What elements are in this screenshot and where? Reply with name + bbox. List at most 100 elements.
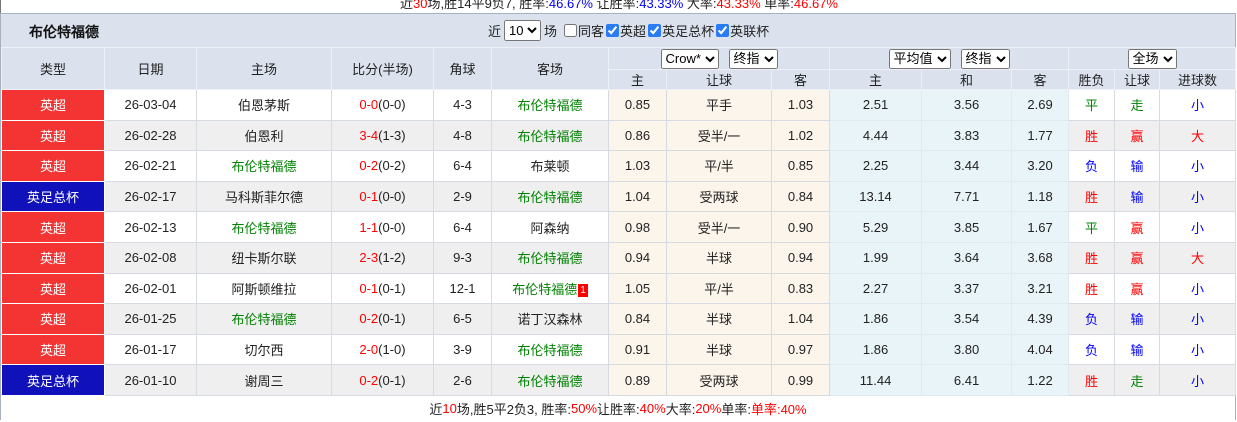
odds-mode-select[interactable]: 终指 <box>728 48 778 69</box>
table-row: 英超 26-01-25 布伦特福德 0-2(0-1) 6-5 诺丁汉森林 0.84 半球 1.0… <box>1 303 1237 335</box>
filter-英足总杯[interactable]: 英足总杯 <box>648 21 714 40</box>
halftime-score: (0-2) <box>378 158 406 174</box>
avg-away-cell: 4.04 <box>1011 333 1070 366</box>
team-history-panel: 布伦特福德 近 10 场 同客 英超 英足总杯 英联杯 类型 <box>0 13 1237 422</box>
home-team-cell: 谢周三 <box>196 364 332 396</box>
odds-home-cell: 0.98 <box>608 211 667 243</box>
league-badge: 英超 <box>1 211 105 243</box>
odds-home-cell: 1.03 <box>608 150 667 182</box>
table-row: 英超 26-02-13 布伦特福德 1-1(0-0) 6-4 阿森纳 0.98 受半/一 0.9… <box>1 211 1237 243</box>
filter-同客[interactable]: 同客 <box>564 21 604 40</box>
handicap-result-cell: 走 <box>1114 364 1161 396</box>
filter-英超[interactable]: 英超 <box>606 21 646 40</box>
table-body: 英超 26-03-04 伯恩茅斯 0-0(0-0) 4-3 布伦特福德 0.85 平手 1.03… <box>1 89 1237 396</box>
odds-away-cell: 1.02 <box>770 119 831 152</box>
sub-header-avg-home: 主 <box>829 69 923 90</box>
home-team-cell: 纽卡斯尔联 <box>196 241 332 274</box>
clipped-summary-strip: 近30场,胜14平9负7, 胜率:46.67% 让胜率:43.33% 大率:43… <box>0 0 1237 13</box>
avg-draw-cell: 3.54 <box>921 303 1013 335</box>
filter-英联杯[interactable]: 英联杯 <box>716 21 769 40</box>
date-cell: 26-03-04 <box>104 89 197 121</box>
date-cell: 26-02-08 <box>104 241 197 274</box>
table-row: 英足总杯 26-01-10 谢周三 0-2(0-1) 2-6 布伦特福德 0.89 受两球 0.… <box>1 364 1237 396</box>
result-cell: 负 <box>1068 150 1116 182</box>
summary-segment: 大率: <box>683 0 717 11</box>
fulltime-score: 0-0 <box>359 97 379 113</box>
odds-away-cell: 0.97 <box>770 333 831 366</box>
league-badge: 英超 <box>1 333 105 366</box>
col-header-type: 类型 <box>1 47 105 90</box>
sub-header-handicap-result: 让球 <box>1114 69 1161 90</box>
col-header-home: 主场 <box>196 47 332 90</box>
fulltime-score: 0-1 <box>359 189 379 205</box>
home-team-name: 布伦特福德 <box>231 312 297 328</box>
home-team-cell: 伯恩利 <box>196 119 332 152</box>
halftime-score: (0-1) <box>378 280 406 296</box>
date-cell: 26-01-10 <box>104 364 197 396</box>
away-team-name: 布伦特福德 <box>517 190 583 206</box>
away-team-cell: 布伦特福德 <box>491 241 609 274</box>
goals-result-cell: 小 <box>1159 89 1237 121</box>
home-team-cell: 布伦特福德 <box>196 303 332 335</box>
avg-draw-cell: 3.44 <box>921 150 1013 182</box>
avg-away-cell: 2.69 <box>1011 89 1070 121</box>
avg-away-cell: 3.68 <box>1011 241 1070 274</box>
avg-away-cell: 1.77 <box>1011 119 1070 152</box>
handicap-cell: 平/半 <box>666 150 772 182</box>
home-team-name: 纽卡斯尔联 <box>231 251 297 267</box>
summary-segment: 单率: <box>760 0 794 11</box>
avg-home-cell: 1.99 <box>829 241 923 274</box>
odds-away-cell: 0.83 <box>770 272 831 305</box>
footer-segment: 40% <box>639 401 666 417</box>
sub-header-odds-away: 客 <box>770 69 831 90</box>
odds-away-cell: 0.94 <box>770 241 831 274</box>
sub-header-result: 胜负 <box>1068 69 1116 90</box>
filter-checkbox[interactable] <box>564 24 578 37</box>
halftime-score: (0-1) <box>378 372 406 388</box>
summary-segment: 43.33% <box>639 0 684 11</box>
fulltime-score: 1-1 <box>359 219 379 235</box>
away-team-name: 布伦特福德 <box>517 98 583 114</box>
filter-checkbox[interactable] <box>716 24 730 37</box>
footer-segment: 近 <box>429 402 443 418</box>
avg-mode-select[interactable]: 终指 <box>960 48 1010 69</box>
score-cell: 0-0(0-0) <box>331 89 434 121</box>
score-cell: 2-3(1-2) <box>331 241 434 274</box>
date-cell: 26-01-17 <box>104 333 197 366</box>
handicap-cell: 半球 <box>666 241 772 274</box>
home-team-name: 布伦特福德 <box>231 220 297 236</box>
avg-draw-cell: 7.71 <box>921 180 1013 213</box>
result-cell: 胜 <box>1068 119 1116 152</box>
score-cell: 3-4(1-3) <box>331 119 434 152</box>
corners-cell: 4-8 <box>433 119 492 152</box>
away-team-name: 布伦特福德 <box>517 343 583 359</box>
scope-select[interactable]: 全场 <box>1127 48 1177 69</box>
halftime-score: (0-1) <box>378 311 406 327</box>
red-card-badge: 1 <box>578 283 588 297</box>
filter-checkbox[interactable] <box>648 24 662 37</box>
goals-result-cell: 大 <box>1159 241 1237 274</box>
recent-count-select[interactable]: 10 <box>504 20 542 41</box>
away-team-cell: 布伦特福德 <box>491 333 609 366</box>
fulltime-score: 0-2 <box>359 372 379 388</box>
scope-header: 全场 <box>1068 47 1237 70</box>
corners-cell: 4-3 <box>433 89 492 121</box>
team-name-title: 布伦特福德 <box>29 24 99 40</box>
avg-source-select[interactable]: 平均值 <box>888 48 951 69</box>
filter-checkbox[interactable] <box>606 24 620 37</box>
score-cell: 0-1(0-1) <box>331 272 434 305</box>
league-badge: 英超 <box>1 303 105 335</box>
handicap-result-cell: 输 <box>1114 333 1161 366</box>
fulltime-score: 0-2 <box>359 311 379 327</box>
summary-segment: 让胜率: <box>592 0 640 11</box>
odds-source-select[interactable]: Crow* <box>660 48 719 69</box>
sub-header-odds-home: 主 <box>608 69 667 90</box>
col-header-away: 客场 <box>491 47 609 90</box>
goals-result-cell: 小 <box>1159 303 1237 335</box>
table-row: 英超 26-02-08 纽卡斯尔联 2-3(1-2) 9-3 布伦特福德 0.94 半球 0.9… <box>1 241 1237 274</box>
footer-segment: 大率: <box>665 402 696 418</box>
halftime-score: (0-0) <box>378 97 406 113</box>
table-row: 英超 26-03-04 伯恩茅斯 0-0(0-0) 4-3 布伦特福德 0.85 平手 1.03… <box>1 89 1237 121</box>
goals-result-cell: 小 <box>1159 150 1237 182</box>
home-team-cell: 伯恩茅斯 <box>196 89 332 121</box>
